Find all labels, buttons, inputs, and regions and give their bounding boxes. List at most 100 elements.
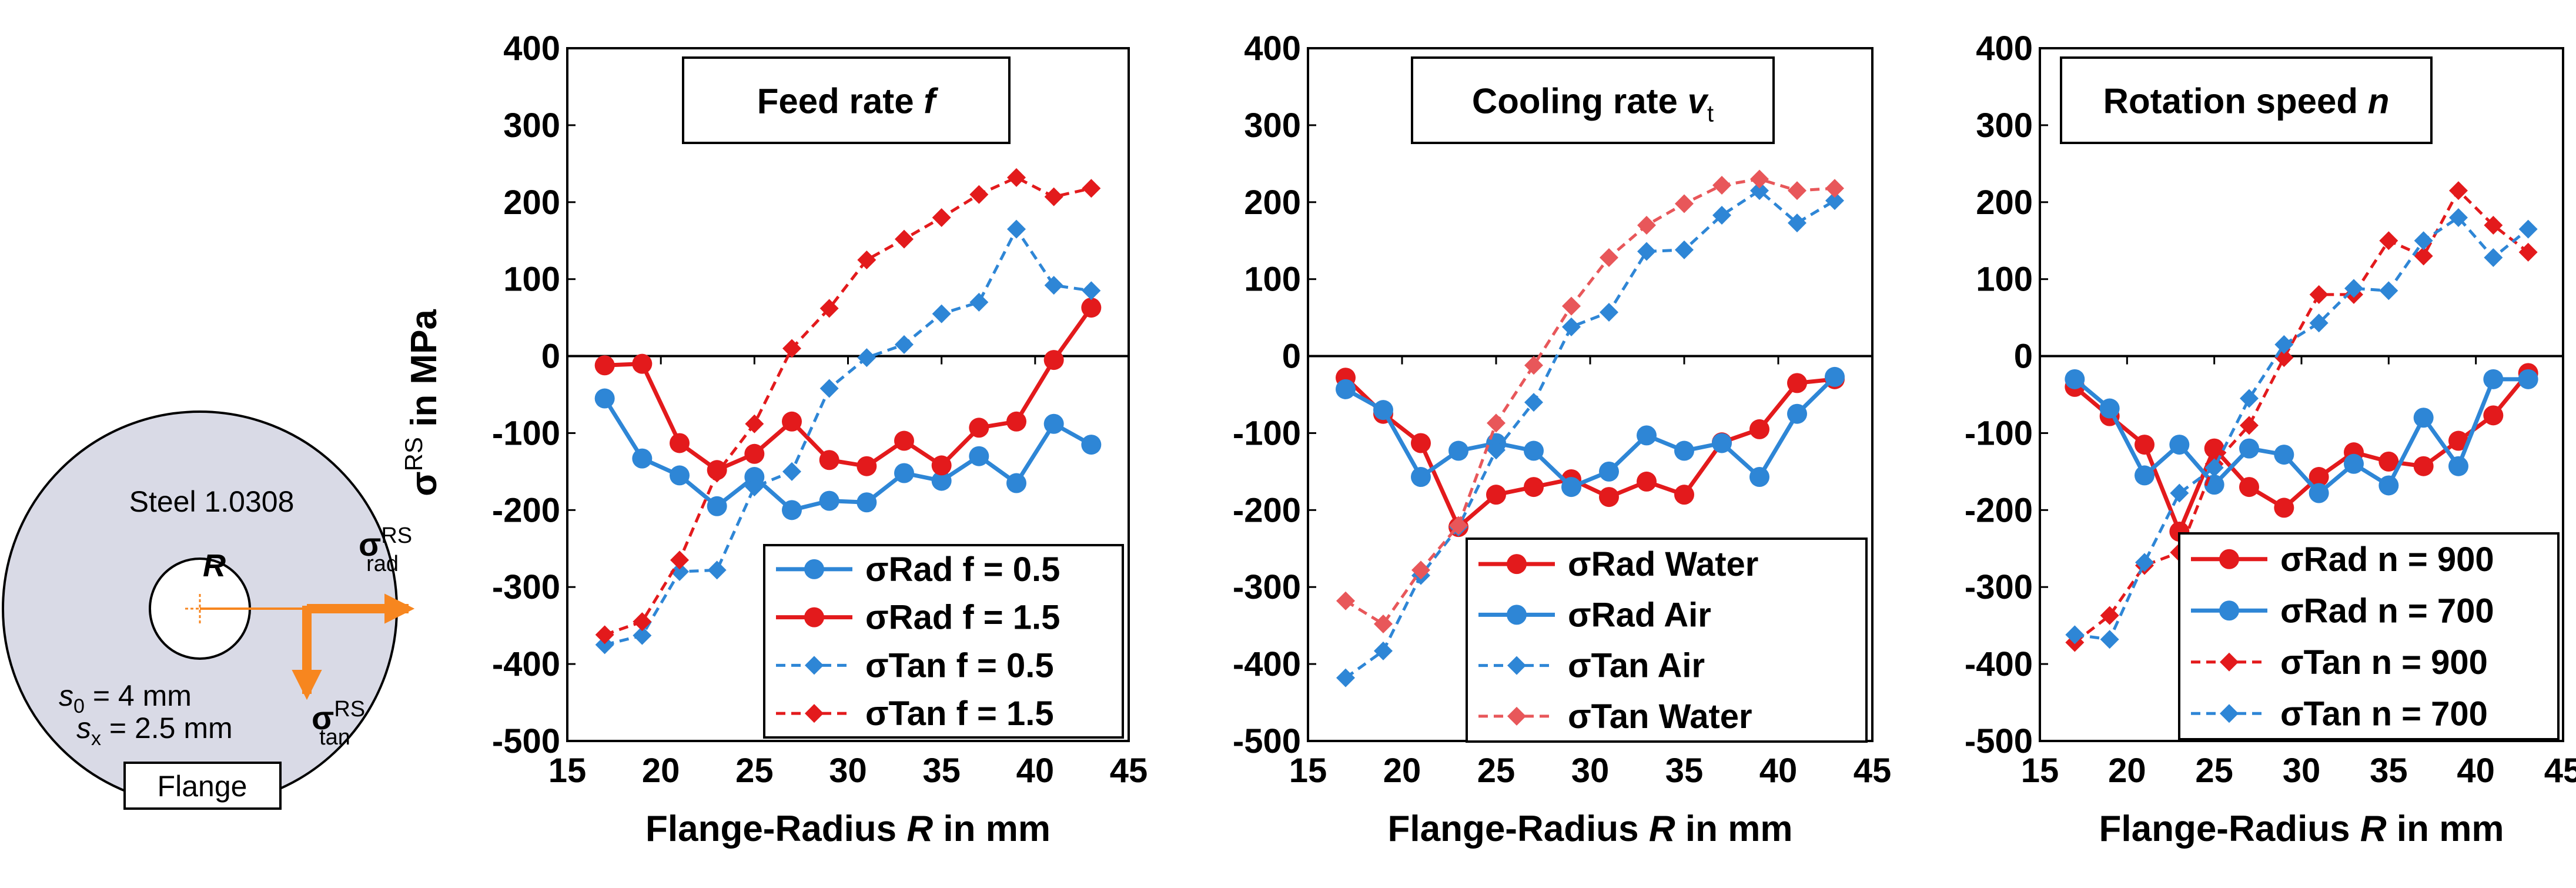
x-tick-label: 35 — [2370, 752, 2408, 790]
x-tick-label: 45 — [1110, 752, 1148, 790]
sigma-rad-sup: RS — [381, 523, 412, 548]
data-point — [1675, 194, 1694, 213]
data-point — [1374, 615, 1393, 634]
data-point — [2414, 231, 2433, 251]
x-tick-label: 20 — [2108, 752, 2146, 790]
data-point — [1599, 487, 1619, 508]
data-point — [1562, 317, 1581, 336]
y-tick-label: 300 — [1244, 106, 1301, 145]
legend-label: σTan f = 1.5 — [865, 695, 1054, 733]
x-tick-label: 30 — [1571, 752, 1610, 790]
y-tick-label: 100 — [1976, 261, 2033, 299]
legend-label: σRad f = 0.5 — [865, 550, 1060, 589]
x-tick-label: 30 — [829, 752, 867, 790]
data-point — [1487, 440, 1506, 460]
y-axis-label-sup: RS — [400, 437, 427, 471]
data-point — [2204, 438, 2224, 459]
data-point — [633, 626, 652, 645]
data-point — [2240, 416, 2259, 435]
y-tick-label: 200 — [503, 183, 560, 222]
y-tick-label: 400 — [503, 29, 560, 68]
data-point — [745, 414, 764, 433]
data-point — [1825, 191, 1844, 211]
data-point — [2344, 279, 2363, 298]
data-point — [819, 299, 839, 318]
data-point — [1524, 356, 1543, 375]
sigma-tan-sup: RS — [334, 697, 365, 722]
series-line — [604, 228, 1092, 646]
data-point — [595, 635, 614, 655]
chart-title-text: Feed rate — [757, 82, 924, 121]
y-tick-label: -400 — [492, 645, 560, 683]
series-line — [2075, 216, 2530, 641]
data-point — [1712, 206, 1731, 225]
legend-label: σTan n = 900 — [2280, 643, 2488, 682]
data-point — [969, 418, 989, 438]
data-point — [1600, 248, 1618, 268]
data-point — [2448, 456, 2468, 476]
data-point — [1006, 411, 1026, 432]
y-tick-label: 100 — [503, 261, 560, 299]
data-point — [2274, 335, 2294, 354]
flange-schematic: Steel 1.0308 R σRS rad σRS tan s0 = 4 mm s… — [2, 410, 415, 810]
s0-val: = 4 mm — [85, 679, 192, 712]
data-point — [2099, 398, 2120, 419]
data-point — [857, 492, 877, 513]
chart-title-box — [1411, 56, 1775, 144]
y-tick-label: 200 — [1244, 183, 1301, 222]
x-tick-label: 40 — [1759, 752, 1798, 790]
legend-marker — [1507, 706, 1526, 726]
x-axis-label: Flange-Radius R in mm — [645, 809, 1051, 849]
legend-label: σRad n = 700 — [2280, 592, 2494, 630]
y-tick-label: 0 — [541, 338, 560, 376]
chart-title-box — [2060, 56, 2433, 144]
y-tick-label: -500 — [1233, 722, 1301, 760]
data-point — [2239, 477, 2259, 498]
y-tick-label: -100 — [492, 414, 560, 452]
data-point — [744, 467, 765, 488]
legend-box — [2178, 532, 2560, 740]
sx-label: sx = 2.5 mm — [76, 712, 233, 750]
data-point — [2378, 475, 2399, 496]
y-axis-label-rest: in MPa — [404, 309, 444, 438]
data-point — [895, 229, 914, 249]
x-axis-label: Flange-Radius R in mm — [1388, 809, 1793, 849]
legend-label: σTan f = 0.5 — [865, 646, 1054, 685]
chart-title-var: n — [2368, 82, 2390, 121]
data-point — [1044, 187, 1063, 206]
data-point — [782, 500, 802, 520]
chart-title: Cooling rate vt — [1472, 82, 1714, 127]
data-point — [2239, 438, 2259, 459]
y-tick-label: 200 — [1976, 183, 2033, 222]
data-point — [2309, 313, 2329, 333]
data-point — [2169, 435, 2190, 455]
data-point — [1373, 400, 1393, 420]
x-tick-label: 25 — [2195, 752, 2233, 790]
flange-label: Flange — [158, 770, 247, 803]
x-axis-label: Flange-Radius R in mm — [2099, 809, 2504, 849]
y-tick-label: -500 — [1965, 722, 2033, 760]
sigma-rad-sub: rad — [366, 552, 399, 576]
y-tick-label: 400 — [1976, 29, 2033, 68]
data-point — [1082, 281, 1101, 301]
data-point — [1081, 298, 1102, 318]
data-point — [1336, 379, 1356, 399]
data-point — [2518, 219, 2538, 239]
data-point — [1082, 179, 1101, 198]
legend-marker — [2219, 600, 2239, 621]
legend-label: σTan Air — [1568, 647, 1705, 685]
data-point — [632, 448, 653, 469]
data-point — [2378, 451, 2399, 472]
legend-label: σRad Water — [1568, 545, 1758, 583]
y-axis-label: σRS in MPa — [400, 309, 444, 496]
y-tick-label: 300 — [503, 106, 560, 145]
data-point — [1712, 433, 1732, 453]
data-point — [1007, 168, 1026, 187]
y-tick-label: -500 — [492, 722, 560, 760]
data-point — [2448, 430, 2468, 451]
x-tick-label: 45 — [1854, 752, 1892, 790]
data-point — [1043, 413, 1064, 434]
y-tick-label: 0 — [2014, 338, 2033, 376]
